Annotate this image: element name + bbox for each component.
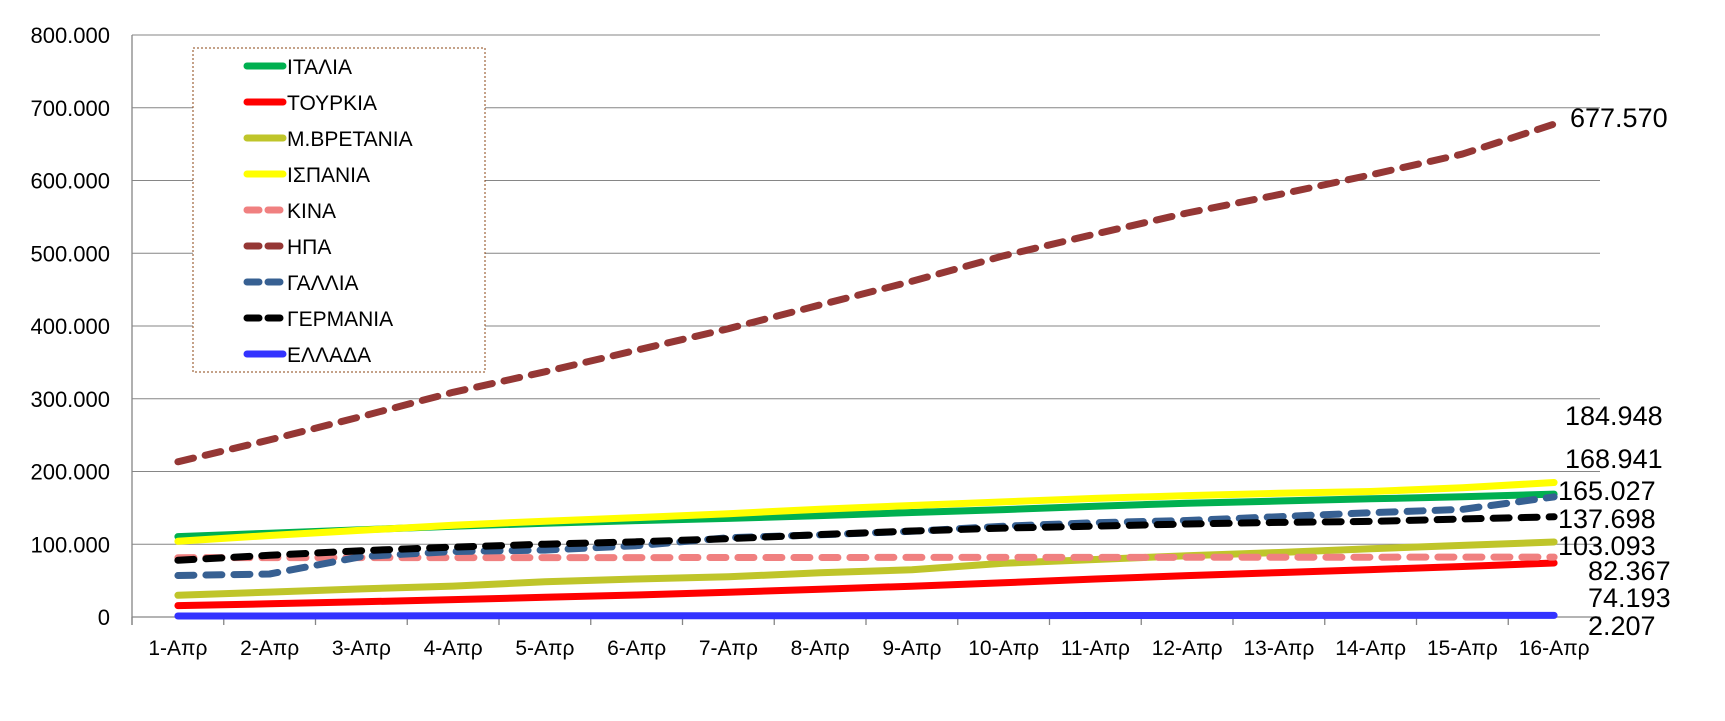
x-tick-label: 4-Απρ [424, 637, 483, 660]
series-line [174, 611, 1558, 620]
legend: ΙΤΑΛΙΑ ΤΟΥΡΚΙΑ Μ.ΒΡΕΤΑΝΙΑ ΙΣΠΑΝΙΑ ΚΙΝΑ ΗΠΑ ΓΑΛ… [192, 47, 486, 373]
end-labels: 677.570 184.948 168.941165.027137.698103.0… [1558, 103, 1671, 641]
end-value-label: 137.698 [1558, 504, 1656, 534]
series-line [174, 559, 1558, 610]
y-tick-label: 700.000 [30, 96, 110, 121]
end-value-label: 74.193 [1588, 583, 1671, 613]
x-tick-label: 5-Απρ [515, 637, 574, 660]
y-tick-label: 200.000 [30, 460, 110, 485]
legend-box [192, 47, 486, 373]
x-tick-label: 10-Απρ [968, 637, 1039, 660]
x-tick-label: 6-Απρ [607, 637, 666, 660]
end-value-label: 82.367 [1588, 556, 1671, 586]
y-tick-label: 500.000 [30, 241, 110, 266]
end-value-label: 103.093 [1558, 531, 1656, 561]
x-tick-label: 7-Απρ [699, 637, 758, 660]
legend-label: ΕΛΛΑΔΑ [287, 344, 371, 367]
x-tick-label: 14-Απρ [1335, 637, 1406, 660]
series-line [174, 538, 1558, 599]
end-value-label: 184.948 [1565, 401, 1663, 431]
legend-label: Μ.ΒΡΕΤΑΝΙΑ [287, 128, 413, 151]
series-line [174, 120, 1558, 466]
legend-label: ΤΟΥΡΚΙΑ [287, 92, 377, 115]
series-line [174, 513, 1558, 564]
x-tick-label: 11-Απρ [1061, 637, 1130, 660]
series-line [174, 479, 1558, 545]
y-tick-label: 600.000 [30, 169, 110, 194]
series-lines [174, 120, 1558, 620]
legend-label: ΙΤΑΛΙΑ [287, 56, 352, 79]
x-tick-label: 16-Απρ [1519, 637, 1590, 660]
x-axis: 1-Απρ 2-Απρ 3-Απρ 4-Απρ 5-Απρ 6-Απρ 7-Απρ 8-Απρ… [131, 616, 1601, 660]
legend-label: ΗΠΑ [287, 236, 331, 259]
end-value-label: 2.207 [1588, 611, 1656, 641]
y-tick-label: 800.000 [30, 23, 110, 48]
y-tick-label: 0 [98, 605, 110, 630]
x-tick-label: 9-Απρ [882, 637, 941, 660]
x-tick-label: 2-Απρ [240, 637, 299, 660]
y-axis: 0 100.000 200.000 300.000 400.000 500.000 600.… [30, 23, 133, 630]
legend-label: ΓΑΛΛΙΑ [287, 272, 359, 295]
y-tick-label: 100.000 [30, 532, 110, 557]
x-tick-label: 8-Απρ [791, 637, 850, 660]
x-tick-label: 13-Απρ [1243, 637, 1314, 660]
legend-label: ΚΙΝΑ [287, 200, 336, 223]
legend-label: ΓΕΡΜΑΝΙΑ [287, 308, 393, 331]
end-value-label: 168.941 [1565, 444, 1663, 474]
series-line [174, 553, 1558, 562]
x-tick-label: 15-Απρ [1427, 637, 1498, 660]
end-value-label: 165.027 [1558, 476, 1656, 506]
x-tick-label: 12-Απρ [1152, 637, 1223, 660]
x-tick-label: 1-Απρ [148, 637, 207, 660]
y-tick-label: 300.000 [30, 387, 110, 412]
y-tick-label: 400.000 [30, 314, 110, 339]
x-tick-label: 3-Απρ [332, 637, 391, 660]
end-value-label: 677.570 [1570, 103, 1668, 133]
legend-label: ΙΣΠΑΝΙΑ [287, 164, 370, 187]
